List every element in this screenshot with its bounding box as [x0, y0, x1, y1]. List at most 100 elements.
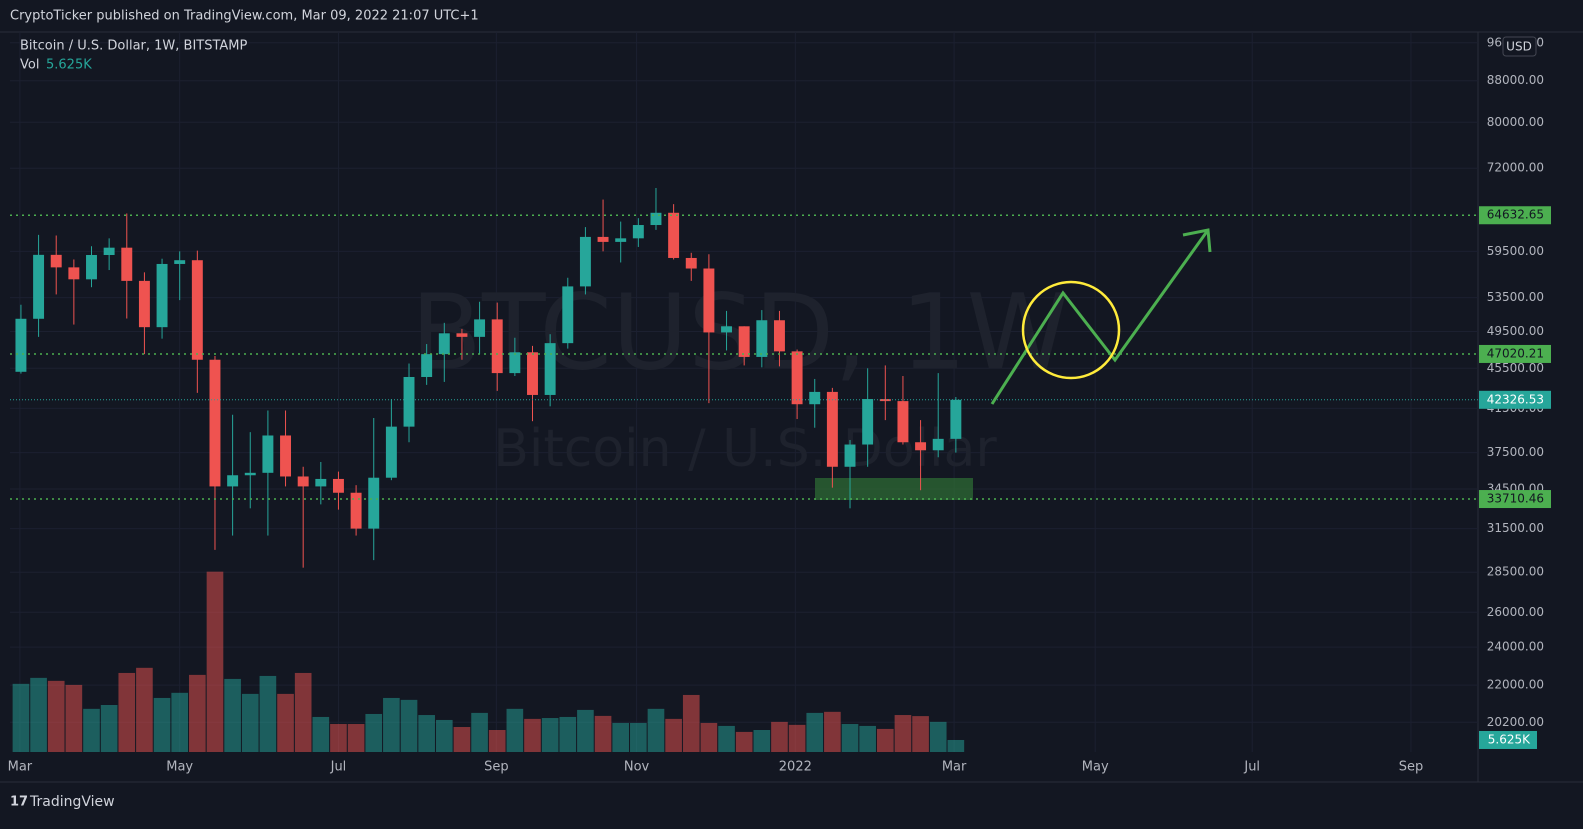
candle-body	[509, 352, 521, 374]
volume-bar	[524, 718, 541, 752]
volume-bar	[259, 675, 277, 752]
legend-volume-name: Vol	[20, 58, 39, 73]
legend-volume-value: 5.625K	[46, 58, 92, 73]
y-tick-label: 28500.00	[1487, 565, 1544, 579]
candle-body	[33, 254, 45, 319]
volume-bar	[594, 715, 612, 752]
candle-body	[826, 391, 838, 467]
y-tick-label: 88000.00	[1487, 73, 1544, 87]
candle-body	[350, 492, 362, 529]
volume-bar	[876, 728, 894, 752]
pattern-circle	[1021, 280, 1121, 380]
candle-body	[738, 326, 750, 357]
x-tick-label: 2022	[779, 760, 812, 775]
volume-bar	[312, 716, 330, 752]
candle-body	[756, 320, 768, 357]
volume-bar	[171, 692, 189, 752]
volume-bar	[577, 709, 594, 752]
volume-bar	[488, 729, 506, 752]
candle-body	[332, 478, 344, 493]
volume-bar	[100, 704, 118, 752]
y-tick-label: 59500.00	[1487, 244, 1544, 258]
candle-body	[191, 260, 203, 360]
candle-body	[315, 478, 327, 487]
candle-body	[632, 225, 644, 239]
volume-bar	[788, 724, 806, 752]
level-label: 64632.65	[1487, 208, 1544, 222]
candle-body	[474, 319, 486, 337]
candle-body	[86, 255, 97, 280]
grid	[10, 32, 1478, 752]
candle-body	[156, 263, 168, 328]
footer-brand: TradingView	[29, 794, 115, 810]
currency: USD	[1506, 40, 1532, 54]
volume-bar	[947, 739, 965, 752]
volume-bar	[647, 708, 665, 752]
candle-body	[244, 472, 256, 476]
volume-bar	[718, 725, 735, 752]
legend-title: Bitcoin / U.S. Dollar, 1W, BITSTAMP	[20, 39, 248, 54]
candle-body	[668, 212, 680, 258]
volume-bar	[383, 697, 400, 752]
x-tick-label: Mar	[8, 760, 33, 775]
volume-bar	[824, 711, 841, 752]
candle-body	[421, 354, 433, 377]
candle-body	[280, 435, 292, 477]
candle-body	[438, 333, 450, 355]
volume-bar	[365, 713, 383, 752]
level-label-box	[1479, 344, 1551, 363]
y-tick-label: 45500.00	[1487, 361, 1544, 375]
candle-body	[809, 391, 821, 405]
currency-box	[1502, 36, 1537, 57]
candle-body	[385, 426, 397, 478]
y-tick-label: 49500.00	[1487, 324, 1544, 338]
volume-bar	[118, 672, 136, 752]
y-tick-label: 72000.00	[1487, 161, 1544, 175]
candle-body	[879, 399, 891, 402]
candle-body	[174, 260, 186, 264]
volume-bar	[700, 722, 718, 752]
volume-bar	[65, 684, 83, 752]
candle-body	[121, 247, 133, 281]
candle-body	[297, 476, 309, 487]
candle-body	[915, 442, 927, 451]
y-tick-label: 37500.00	[1487, 445, 1544, 459]
volume-bar	[894, 715, 912, 752]
volume-bar	[559, 716, 577, 752]
x-tick-label: Sep	[484, 760, 509, 775]
candle-body	[227, 475, 239, 487]
price-axis: 20200.00 22000.00 24000.00 26000.00 28500.00…	[8, 35, 1551, 775]
volume-bar	[753, 729, 771, 752]
volume-bar	[330, 724, 347, 752]
candle-body	[950, 399, 962, 439]
x-tick-label: May	[166, 760, 193, 775]
level-label: 47020.21	[1487, 346, 1544, 360]
volume-bar	[224, 678, 241, 752]
candle-body	[685, 257, 697, 269]
volume-bar	[136, 667, 153, 752]
volume-bar	[83, 708, 100, 752]
x-tick-label: Sep	[1399, 760, 1424, 775]
volume-bar	[929, 721, 947, 752]
candle-body	[138, 280, 150, 328]
volume-bar	[541, 718, 559, 752]
candle-body	[491, 319, 503, 374]
candle-body	[597, 236, 609, 242]
volume-bar	[294, 672, 312, 752]
candle-body	[209, 359, 221, 487]
candle-body	[456, 333, 468, 337]
candle-body	[721, 326, 733, 333]
last-price-label: 42326.53	[1487, 392, 1544, 406]
volume-bar	[241, 693, 259, 752]
volume-bar	[347, 724, 365, 752]
volume-bar	[453, 727, 471, 752]
y-tick-label: 26000.00	[1487, 605, 1544, 619]
volume-bar	[630, 722, 647, 752]
y-tick-label: 22000.00	[1487, 678, 1544, 692]
volume-bar	[189, 674, 206, 752]
x-tick-label: May	[1082, 760, 1109, 775]
volume-label-box	[1479, 730, 1537, 749]
volume-bar	[806, 712, 824, 752]
volume-bar	[400, 699, 418, 752]
volume-bar	[471, 712, 488, 752]
